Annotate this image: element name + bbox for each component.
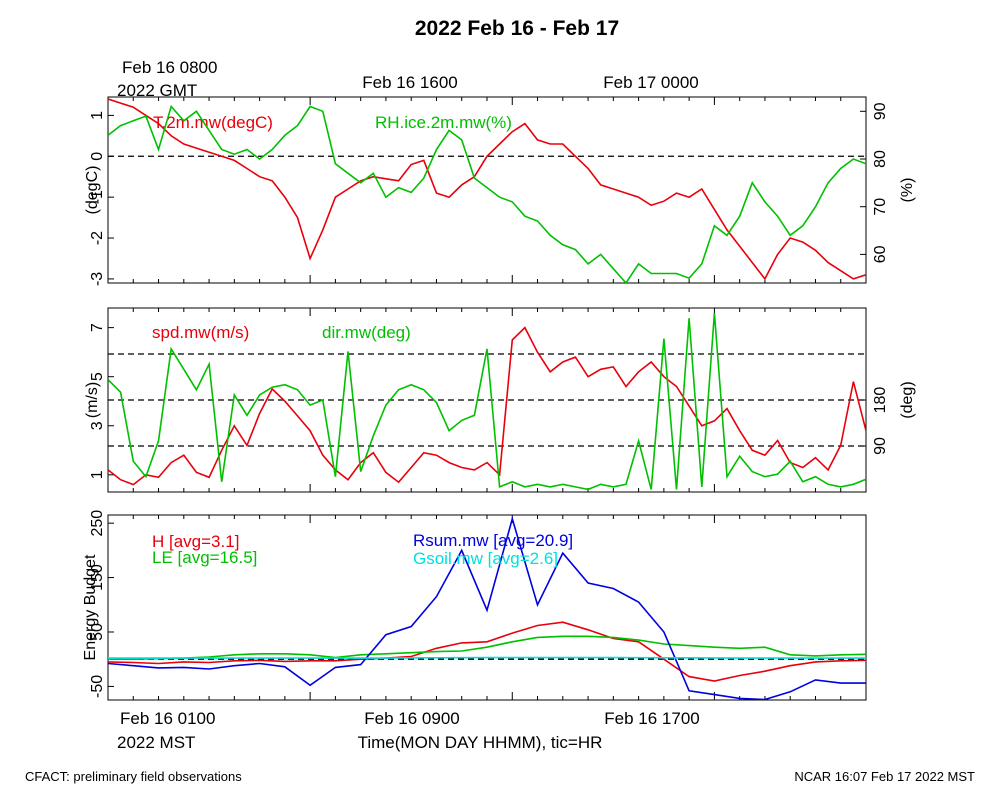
y-axis-title-left: (degC) [84,166,101,215]
y-tick-label-right: 80 [872,150,889,168]
y-tick-label-left: 1 [89,111,106,120]
top-axis-label-2: Feb 16 1600 [362,73,457,92]
series-line-cyan [108,656,866,659]
y-tick-label-left: 3 [89,421,106,430]
legend-red: H [avg=3.1] [152,532,239,551]
y-tick-label-left: -2 [89,231,106,245]
bottom-axis-label-2: Feb 16 0900 [364,709,459,728]
legend-green: LE [avg=16.5] [152,548,257,567]
y-tick-label-left: -1 [89,190,106,204]
y-tick-label-left: 0 [89,152,106,161]
legend-green: RH.ice.2m.mw(%) [375,113,512,132]
y-axis-title-left: Energy Budget [82,554,99,660]
y-tick-label-right: 180 [872,387,889,414]
y-tick-label-left: -50 [89,675,106,698]
legend-red: T.2m.mw(degC) [153,113,273,132]
top-axis-label-1-line1: Feb 16 0800 [122,58,217,77]
y-tick-label-left: 50 [89,623,106,641]
y-axis-title-right: (%) [899,178,916,203]
footer-left: CFACT: preliminary field observations [25,769,242,784]
legend-cyan: Gsoil.mw [avg=2.6] [413,549,558,568]
chart-title: 2022 Feb 16 - Feb 17 [415,17,619,40]
y-axis-title-right: (deg) [899,381,916,418]
top-axis-label-3: Feb 17 0000 [603,73,698,92]
panel-wind: 7 5 3 1 (m/s) 180 90 (deg) spd.mw(m/s) dir.mw(deg… [84,307,916,493]
y-tick-label-left: -3 [89,272,106,286]
bottom-axis-label-1-line1: Feb 16 0100 [120,709,215,728]
panel-energy: 250 150 50 -50 Energy Budget H [avg=3.1]LE [a… [82,510,867,701]
y-tick-label-left: 250 [89,510,106,537]
bottom-axis-label-1-line2: 2022 MST [117,733,195,752]
y-axis-title-left: (m/s) [84,382,101,418]
y-tick-label-left: 7 [89,323,106,332]
series-line-red [108,98,866,281]
legend-green: dir.mw(deg) [322,323,411,342]
y-tick-label-left: 5 [89,372,106,381]
y-tick-label-right: 60 [872,245,889,263]
bottom-axis-label-3: Feb 16 1700 [604,709,699,728]
y-tick-label-right: 90 [872,437,889,455]
footer-right: NCAR 16:07 Feb 17 2022 MST [794,769,975,784]
series-line-green [108,313,866,491]
y-tick-label-right: 90 [872,102,889,120]
panels-group: 1 0 -1 -2 -3 (degC) 90 80 70 60 (%) T.2m.mw(degC) RH… [82,96,916,701]
y-tick-label-right: 70 [872,198,889,216]
panel-temp-rh: 1 0 -1 -2 -3 (degC) 90 80 70 60 (%) T.2m.mw(degC) RH… [84,96,916,286]
x-axis-title: Time(MON DAY HHMM), tic=HR [358,733,603,752]
series-line-red [108,621,866,682]
legend-blue: Rsum.mw [avg=20.9] [413,531,573,550]
legend-red: spd.mw(m/s) [152,323,249,342]
y-tick-label-left: 150 [89,564,106,591]
top-axis-label-1-line2: 2022 GMT [117,81,197,100]
series-line-green [108,635,866,661]
y-tick-label-left: 1 [89,470,106,479]
series-line-green [108,104,866,283]
series-line-red [108,326,866,486]
series-line-blue [108,515,866,700]
